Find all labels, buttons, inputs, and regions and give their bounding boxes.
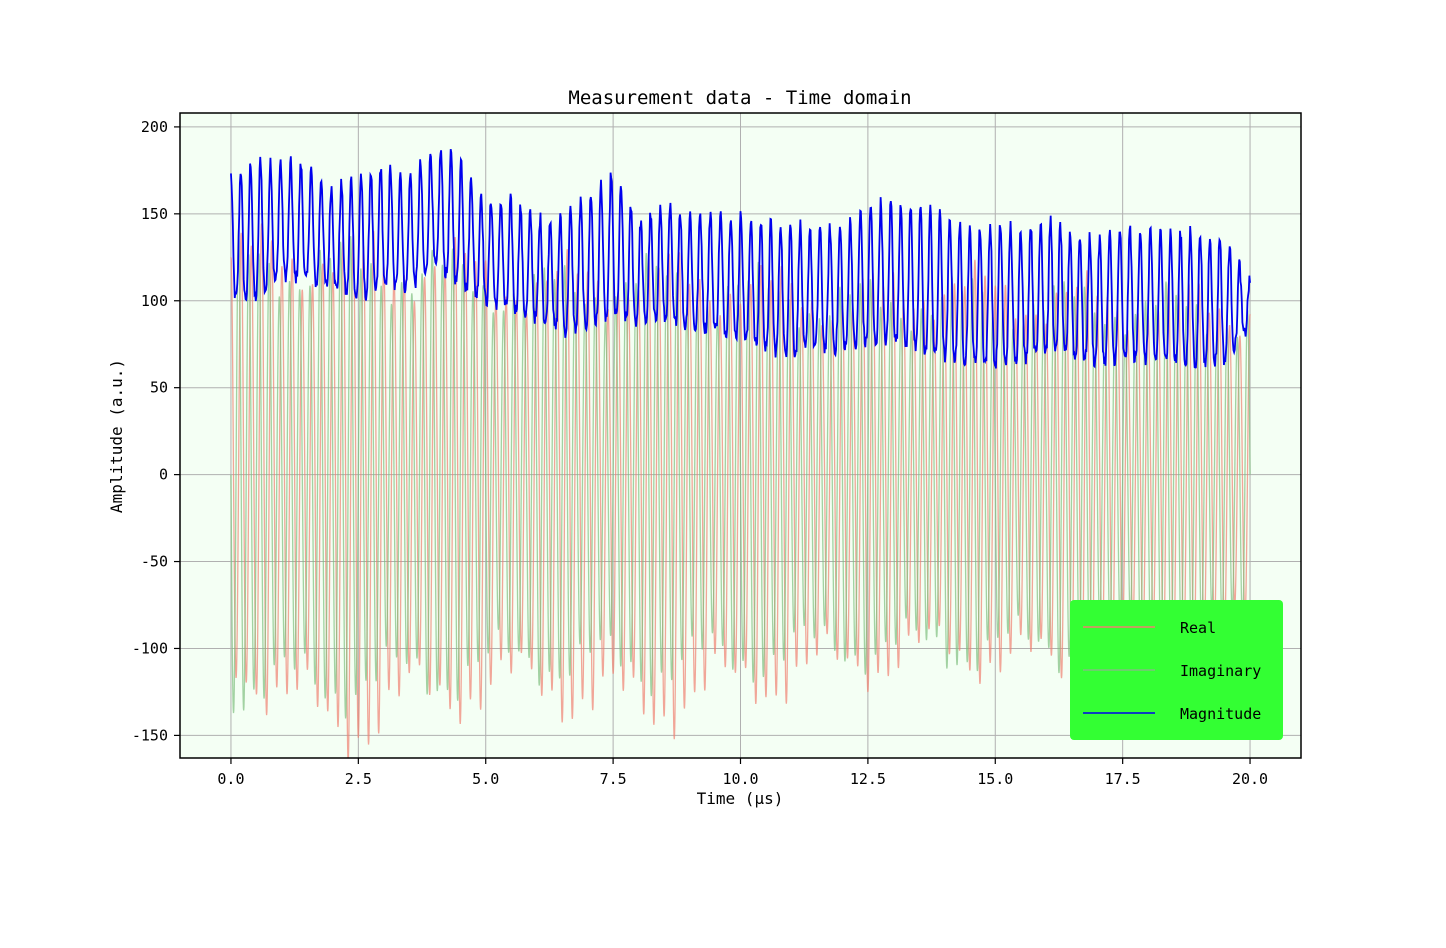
legend-box [1070,600,1283,740]
x-tick-label: 7.5 [600,770,627,788]
x-tick-label: 17.5 [1105,770,1141,788]
x-axis-label: Time (μs) [697,789,784,808]
chart-title: Measurement data - Time domain [568,87,911,109]
legend-label-imaginary: Imaginary [1180,662,1261,680]
y-tick-label: 50 [150,379,168,397]
x-tick-label: 2.5 [345,770,372,788]
legend: Real Imaginary Magnitude [1070,600,1283,740]
y-tick-label: -50 [141,553,168,571]
x-tick-label: 5.0 [472,770,499,788]
y-axis-label: Amplitude (a.u.) [107,359,126,513]
y-tick-label: -150 [132,726,168,744]
y-tick-label: 0 [159,466,168,484]
y-tick-label: 150 [141,205,168,223]
series-real-line [230,223,1251,758]
x-tick-label: 12.5 [850,770,886,788]
legend-label-real: Real [1180,619,1216,637]
x-tick-label: 15.0 [977,770,1013,788]
x-axis: 0.0 2.5 5.0 7.5 10.0 12.5 15.0 17.5 20.0 [217,758,1268,788]
x-tick-label: 0.0 [217,770,244,788]
y-tick-label: 100 [141,292,168,310]
y-tick-label: -100 [132,639,168,657]
y-axis: -150 -100 -50 0 50 100 150 200 [132,118,180,744]
x-tick-label: 20.0 [1232,770,1268,788]
series-magnitude-line [230,149,1251,369]
x-tick-label: 10.0 [722,770,758,788]
y-tick-label: 200 [141,118,168,136]
legend-label-magnitude: Magnitude [1180,705,1261,723]
